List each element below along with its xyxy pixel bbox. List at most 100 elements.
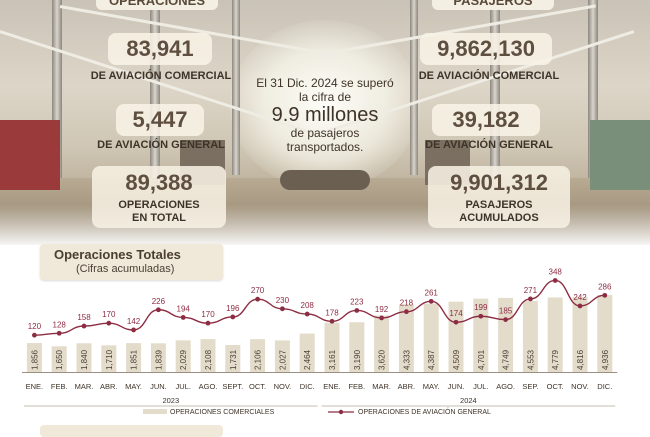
bar-value-label: 1,856	[30, 349, 39, 370]
bar-commercial	[522, 300, 538, 372]
total-operations-label-2: EN TOTAL	[132, 212, 186, 224]
general-aviation-point	[404, 309, 409, 315]
milestone-line-1: El 31 Dic. 2024 se superó	[256, 76, 394, 90]
general-aviation-point	[205, 320, 211, 326]
bar-value-label: 2,029	[179, 349, 188, 370]
bar-value-label: 1,710	[105, 349, 114, 370]
general-aviation-point	[478, 313, 484, 319]
line-value-label: 178	[325, 308, 339, 317]
general-aviation-point	[329, 318, 335, 324]
line-value-label: 218	[400, 299, 414, 308]
month-tick-label: ABR.	[398, 382, 416, 391]
general-aviation-point	[552, 278, 558, 283]
line-value-label: 185	[499, 307, 513, 316]
month-tick-label: JUL.	[175, 382, 190, 391]
bar-commercial	[76, 343, 92, 372]
bar-value-label: 2,106	[254, 349, 263, 370]
bar-commercial	[423, 303, 439, 372]
month-tick-label: ABR.	[100, 382, 118, 391]
bar-commercial	[175, 340, 191, 372]
bar-value-label: 2,027	[278, 349, 287, 370]
month-tick-label: FEB.	[51, 382, 68, 391]
line-value-label: 261	[425, 288, 439, 297]
chart-title: Operaciones Totales	[54, 247, 181, 262]
bar-value-label: 3,190	[353, 349, 362, 370]
month-tick-label: AGO.	[496, 382, 515, 391]
month-tick-label: JUN.	[150, 382, 167, 391]
bottom-box	[40, 425, 223, 437]
total-operations-label-1: OPERACIONES	[118, 199, 200, 211]
total-operations-value: 89,388	[125, 170, 193, 195]
total-passengers-label-1: PASAJEROS	[465, 199, 533, 211]
general-aviation-point	[354, 308, 360, 313]
bar-commercial	[51, 346, 67, 372]
total-passengers-value: 9,901,312	[450, 170, 548, 195]
bar-commercial	[101, 345, 117, 372]
general-aviation-point	[156, 307, 161, 313]
legend-line-marker	[338, 409, 344, 415]
line-value-label: 242	[573, 293, 587, 302]
general-aviation-point	[602, 292, 608, 298]
bar-value-label: 4,749	[502, 349, 511, 370]
month-tick-label: ENE.	[323, 382, 341, 391]
line-value-label: 208	[301, 301, 315, 310]
bar-commercial	[126, 343, 142, 372]
bar-commercial	[250, 339, 266, 372]
bar-commercial	[26, 343, 42, 372]
passengers-header: PASAJEROS	[432, 0, 554, 10]
general-aviation-point	[131, 327, 137, 333]
line-value-label: 158	[77, 313, 91, 322]
bar-commercial	[374, 315, 390, 372]
general-aviation-point	[180, 315, 186, 320]
bar-value-label: 4,387	[427, 349, 436, 370]
milestone-note: El 31 Dic. 2024 se superó la cifra de 9.…	[240, 76, 410, 154]
commercial-operations-value: 83,941	[108, 33, 212, 65]
general-aviation-point	[577, 303, 583, 309]
line-value-label: 270	[251, 286, 265, 295]
line-value-label: 174	[449, 309, 463, 318]
line-value-label: 192	[375, 305, 389, 314]
bar-commercial	[349, 322, 365, 372]
line-value-label: 271	[524, 286, 538, 295]
line-value-label: 128	[53, 320, 67, 329]
month-tick-label: AGO.	[199, 382, 218, 391]
general-passengers-label: DE AVIACIÓN GENERAL	[425, 139, 553, 151]
bar-value-label: 4,509	[452, 349, 461, 370]
bar-value-label: 3,620	[378, 349, 387, 370]
general-operations-value: 5,447	[116, 104, 204, 136]
month-tick-label: ENE.	[26, 382, 44, 391]
month-tick-label: NOV.	[274, 382, 292, 391]
month-tick-label: SEPT.	[222, 382, 243, 391]
general-aviation-point	[255, 296, 260, 302]
month-tick-label: MAY.	[125, 382, 142, 391]
line-value-label: 348	[549, 267, 563, 276]
commercial-passengers-value: 9,862,130	[420, 33, 552, 65]
general-operations-label: DE AVIACIÓN GENERAL	[97, 139, 225, 151]
milestone-line-2: la cifra de	[298, 90, 352, 104]
month-tick-label: OCT.	[249, 382, 266, 391]
general-aviation-point	[56, 330, 62, 336]
chart-subtitle: (Cifras acumuladas)	[76, 263, 175, 275]
bar-commercial	[299, 333, 315, 372]
bar-commercial	[324, 322, 340, 372]
general-aviation-point	[32, 332, 37, 338]
bar-commercial	[547, 297, 563, 372]
line-value-label: 170	[201, 310, 215, 319]
line-value-label: 120	[28, 322, 42, 331]
commercial-passengers-label: DE AVIACIÓN COMERCIAL	[418, 70, 560, 82]
month-tick-label: NOV.	[571, 382, 589, 391]
legend-bar-swatch	[143, 409, 167, 414]
month-tick-label: JUL.	[473, 382, 488, 391]
month-tick-label: MAY.	[423, 382, 440, 391]
month-tick-label: DIC.	[597, 382, 612, 391]
bar-value-label: 4,779	[551, 349, 560, 370]
general-passengers-value: 39,182	[432, 104, 540, 136]
general-aviation-point	[81, 323, 87, 329]
bar-value-label: 2,108	[204, 349, 213, 370]
bar-commercial	[150, 343, 166, 372]
legend-bar-label: OPERACIONES COMERCIALES	[170, 409, 275, 416]
bar-commercial	[448, 301, 464, 372]
bar-commercial	[572, 296, 588, 372]
total-operations-panel	[92, 166, 226, 228]
